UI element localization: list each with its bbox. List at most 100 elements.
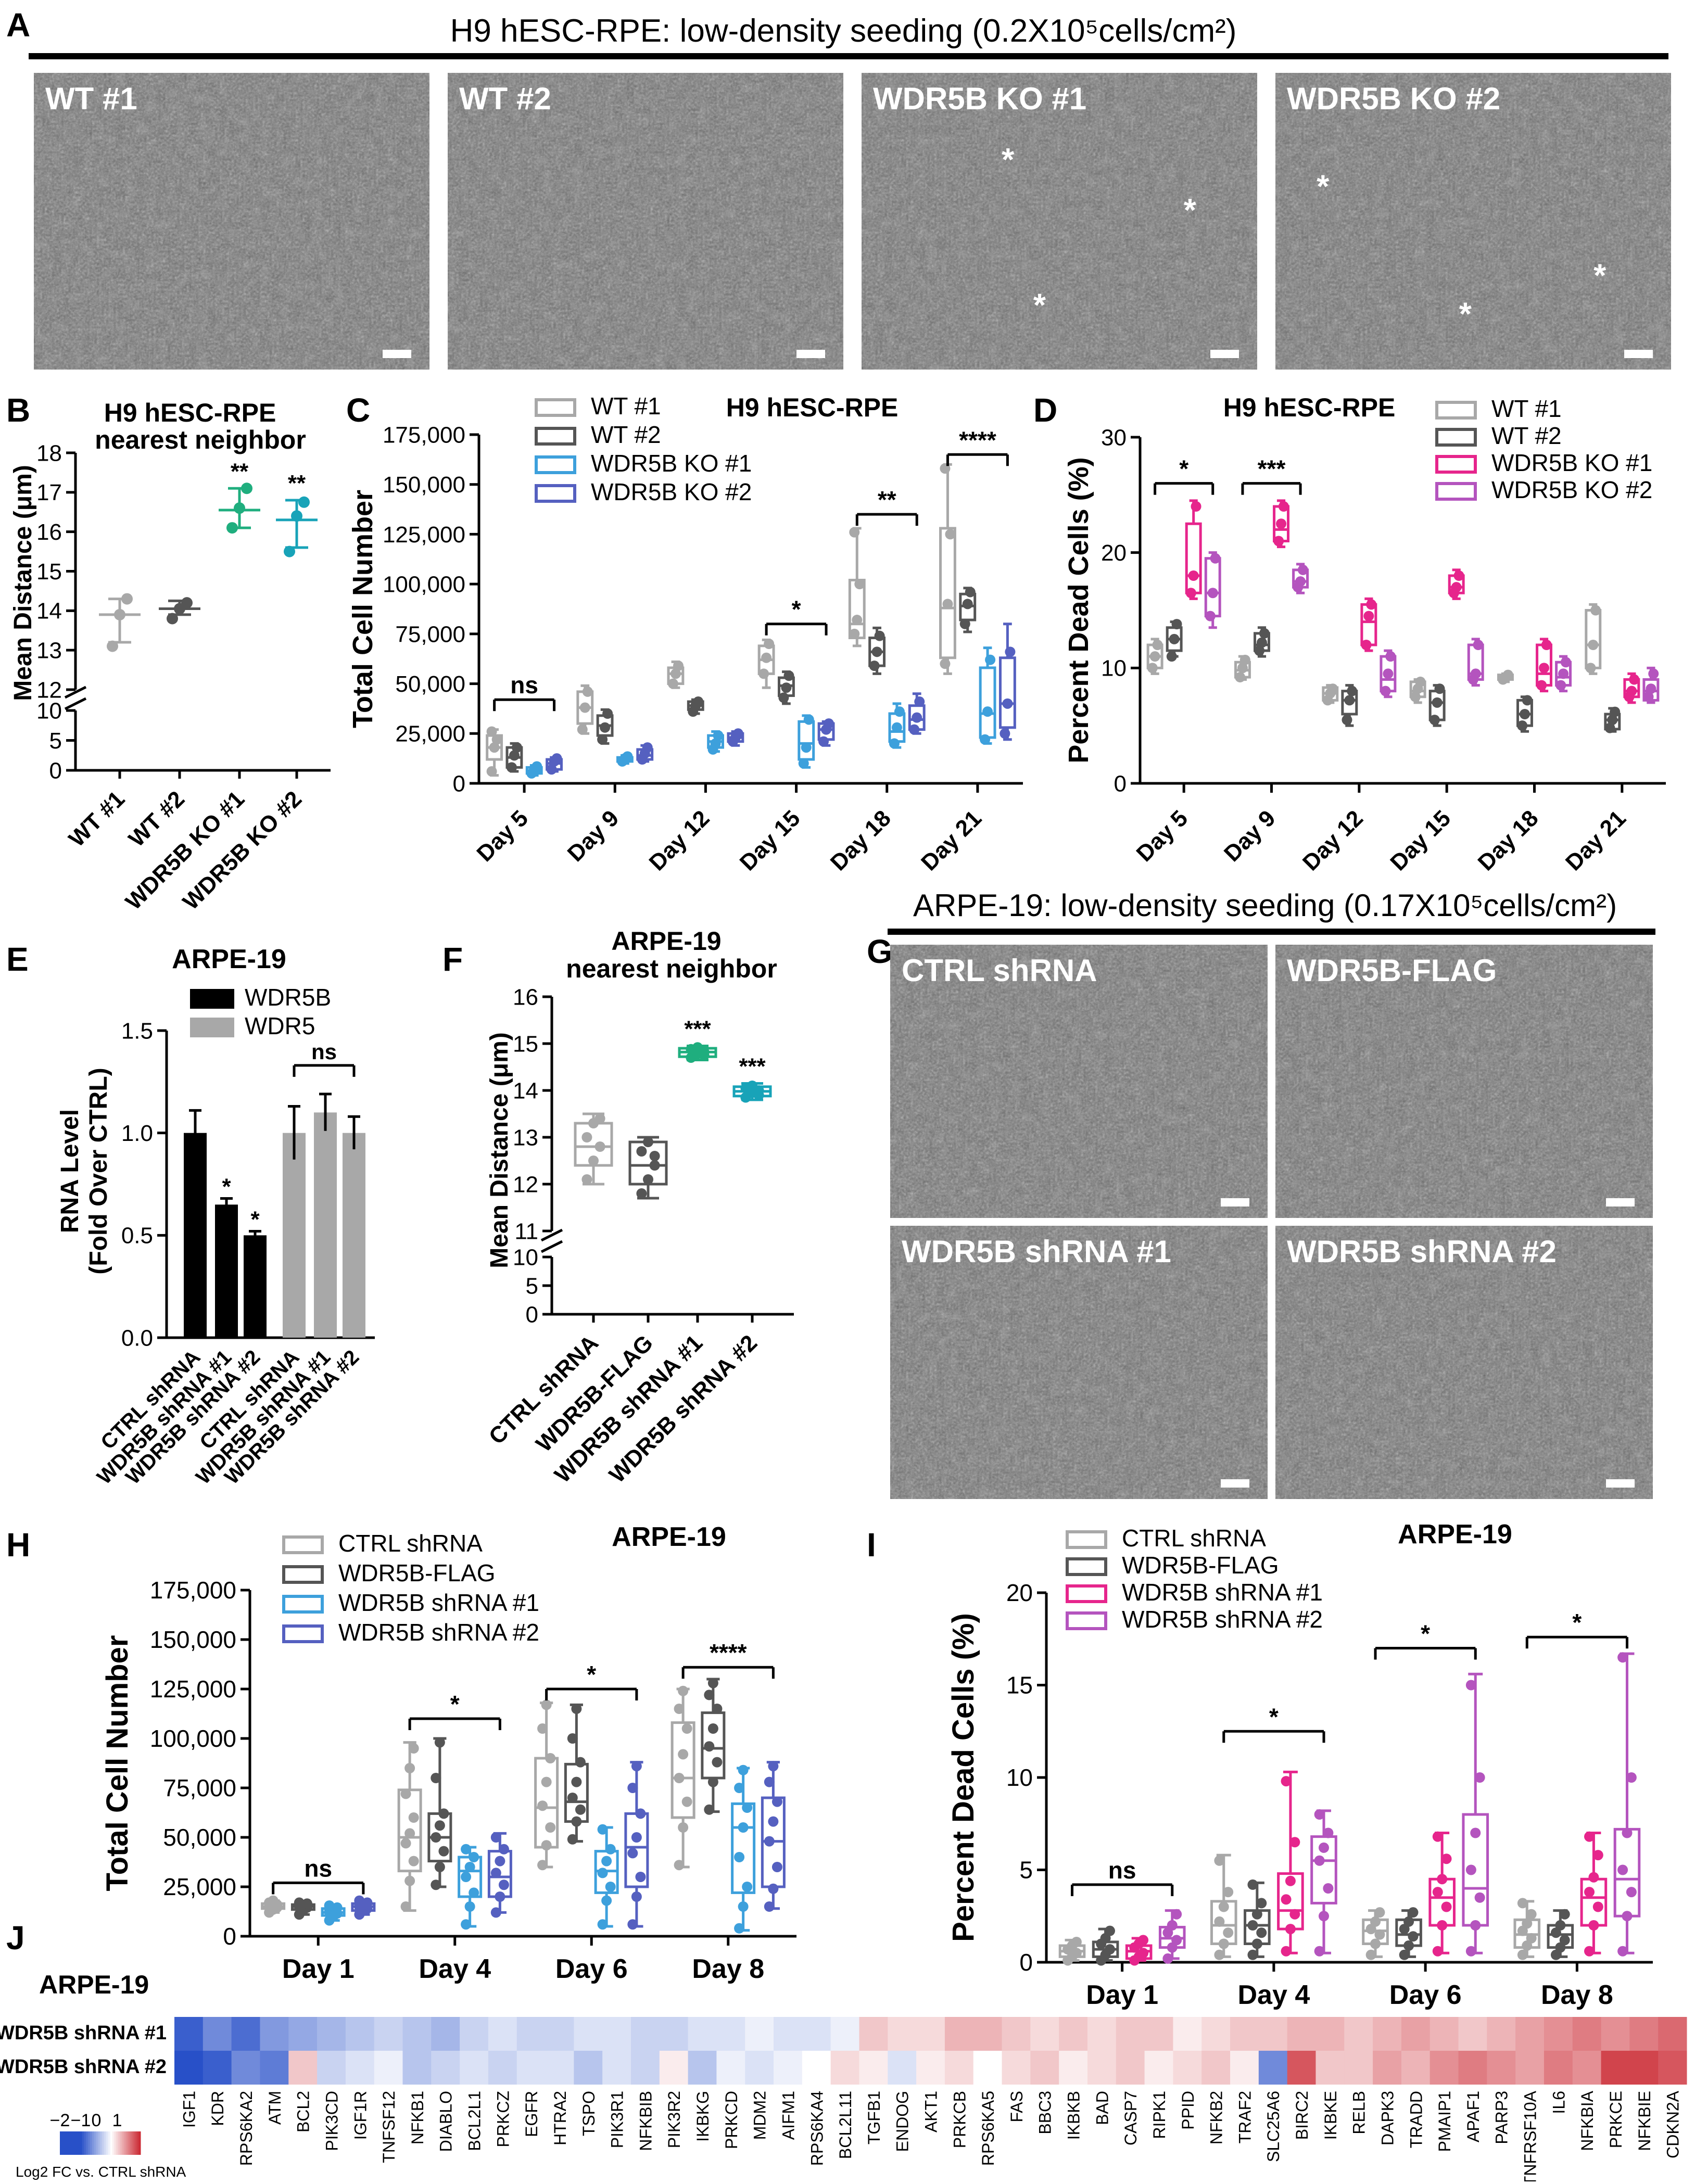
- x-tick-label: Day 8: [1541, 1980, 1613, 2010]
- data-point: [400, 1901, 411, 1912]
- data-point: [541, 1776, 552, 1787]
- box-2-2-1: [1341, 684, 1358, 727]
- box-5-1-2: [458, 1844, 483, 1930]
- legend-label: WDR5B: [245, 984, 331, 1011]
- data-point: [712, 1757, 723, 1768]
- significance-label: ns: [510, 671, 538, 699]
- heatmap-cell: [1287, 2051, 1316, 2085]
- box-5-2-3: [624, 1761, 649, 1930]
- scale-bar: [1221, 1198, 1249, 1207]
- data-point: [707, 1678, 718, 1688]
- data-point: [781, 682, 792, 693]
- heatmap-gene-label: BIRC2: [1293, 2091, 1311, 2140]
- y-tick-label: 75,000: [395, 621, 465, 647]
- heatmap-gene-label: ENDOG: [893, 2091, 912, 2152]
- heatmap-cell: [802, 2017, 831, 2051]
- micrograph-cells: [34, 73, 429, 370]
- box-4-0-2: [678, 1042, 717, 1063]
- colorbar-segment: [90, 2131, 93, 2155]
- significance-label: *: [1269, 1703, 1279, 1730]
- significance-bracket: *: [1154, 455, 1215, 495]
- chart-title: H9 hESC-RPE: [726, 393, 899, 422]
- heatmap-cell: [659, 2051, 689, 2085]
- significance-label: *: [222, 1174, 231, 1200]
- legend-swatch: [190, 1018, 234, 1037]
- y-tick-label: 10: [36, 698, 62, 723]
- data-point: [571, 1704, 582, 1714]
- x-tick-label: Day 15: [1385, 805, 1456, 875]
- heatmap-cell: [688, 2051, 717, 2085]
- micrograph-cells: [862, 73, 1257, 370]
- box-2-0-1: [1166, 619, 1183, 662]
- heatmap-cell: [602, 2051, 631, 2085]
- data-point: [1247, 1949, 1258, 1960]
- data-point: [431, 1832, 441, 1843]
- y-tick-label: 16: [513, 984, 538, 1010]
- box-body: [1585, 609, 1602, 669]
- legend-label: CTRL shRNA: [1122, 1525, 1266, 1552]
- data-point: [818, 736, 829, 747]
- heatmap-cell: [888, 2017, 917, 2051]
- heatmap-cell: [1458, 2017, 1487, 2051]
- data-point: [824, 718, 834, 729]
- data-point: [469, 1887, 479, 1898]
- micrograph-g-1: CTRL shRNA: [890, 945, 1268, 1218]
- heatmap-cell: [317, 2017, 346, 2051]
- data-point: [1622, 1827, 1633, 1838]
- heatmap-cell: [1230, 2017, 1259, 2051]
- data-point: [1432, 1946, 1443, 1957]
- heatmap-gene-label: PIK3R2: [665, 2091, 684, 2148]
- significance-label: *: [1572, 1609, 1582, 1636]
- data-point: [434, 1737, 445, 1748]
- y-tick-label: 175,000: [383, 422, 465, 448]
- box-1-5-0: [939, 463, 956, 675]
- data-point: [1256, 1898, 1267, 1909]
- data-point: [408, 1743, 419, 1754]
- heatmap-cell: [1059, 2017, 1088, 2051]
- data-point: [1235, 672, 1246, 683]
- data-point: [571, 1816, 582, 1827]
- data-point: [1588, 1872, 1599, 1883]
- data-point: [1104, 1944, 1115, 1955]
- legend-swatch: [1066, 1530, 1107, 1549]
- box-2-1-0: [1234, 654, 1251, 683]
- y-tick-label: 150,000: [383, 472, 465, 498]
- data-point: [670, 668, 681, 679]
- box-body: [998, 656, 1016, 729]
- heatmap-gene-label: MDM2: [751, 2091, 769, 2140]
- data-point: [1318, 1911, 1329, 1922]
- y-tick-label: 0: [453, 771, 465, 796]
- colorbar-segment: [126, 2131, 129, 2155]
- data-point: [627, 1783, 638, 1793]
- data-point: [764, 1776, 775, 1787]
- heatmap-cell: [1572, 2017, 1602, 2051]
- scale-bar: [1221, 1479, 1249, 1488]
- heatmap-cell: [1087, 2017, 1117, 2051]
- box-2-5-3: [1642, 666, 1660, 704]
- x-tick-label: Day 12: [644, 805, 715, 875]
- data-point: [771, 1862, 782, 1872]
- data-point: [1147, 663, 1158, 674]
- heatmap-cell: [774, 2017, 803, 2051]
- data-point: [486, 726, 497, 737]
- data-point: [1429, 715, 1440, 726]
- heatmap-cell: [1344, 2051, 1373, 2085]
- x-tick-label: Day 18: [1473, 805, 1544, 875]
- heatmap-gene-label: APAF1: [1464, 2091, 1483, 2142]
- data-point: [434, 1862, 445, 1872]
- data-point: [545, 1822, 556, 1833]
- box-2-4-1: [1516, 695, 1533, 733]
- significance-bracket: ns: [293, 1039, 356, 1077]
- data-point: [1256, 637, 1267, 648]
- legend-swatch: [1435, 455, 1477, 474]
- data-point: [1584, 1946, 1595, 1957]
- box-5-2-2: [594, 1824, 619, 1930]
- significance-bracket: ns: [1071, 1857, 1174, 1896]
- micrograph-g-4: WDR5B shRNA #2: [1275, 1226, 1653, 1499]
- data-point: [734, 1923, 745, 1934]
- heatmap-gene-label: PARP3: [1492, 2091, 1511, 2144]
- y-tick-label: 0.0: [121, 1325, 153, 1351]
- data-point: [712, 1704, 723, 1714]
- data-point: [649, 1160, 660, 1171]
- data-point: [1541, 640, 1552, 650]
